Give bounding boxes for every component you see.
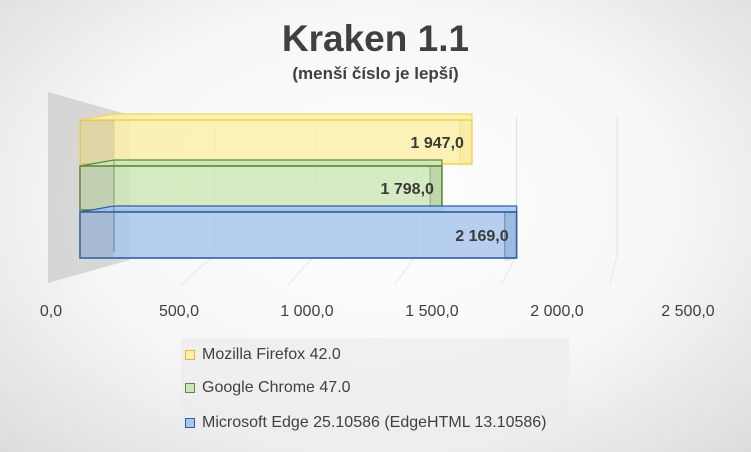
gridline-floor	[608, 254, 618, 286]
data-label-2: 2 169,0	[455, 228, 508, 245]
chart-title: Kraken 1.1	[281, 18, 470, 59]
bar-0	[79, 113, 473, 168]
data-label-0: 1 947,0	[411, 135, 464, 152]
legend-label-chrome: Google Chrome 47.0	[202, 379, 351, 396]
legend-item-edge: Microsoft Edge 25.10586 (EdgeHTML 13.105…	[185, 412, 547, 434]
gridline-floor	[500, 254, 518, 286]
tick-label: 2 000,0	[530, 303, 583, 320]
legend: Mozilla Firefox 42.0 Google Chrome 47.0 …	[181, 338, 569, 438]
legend-item-firefox: Mozilla Firefox 42.0	[185, 344, 341, 366]
tick-label: 0,0	[40, 303, 62, 320]
chart-subtitle: (menší číslo je lepší)	[292, 64, 459, 83]
tick-label: 2 500,0	[661, 303, 714, 320]
gridline-floor	[394, 254, 417, 286]
legend-label-firefox: Mozilla Firefox 42.0	[202, 346, 341, 363]
tick-label: 1 000,0	[280, 303, 333, 320]
data-label-1: 1 798,0	[381, 181, 434, 198]
bar-1	[79, 159, 443, 214]
legend-swatch-firefox	[185, 350, 195, 360]
legend-swatch-chrome	[185, 383, 195, 393]
legend-item-chrome: Google Chrome 47.0	[185, 377, 351, 399]
tick-label: 500,0	[159, 303, 199, 320]
legend-swatch-edge	[185, 418, 195, 428]
bar-2	[79, 205, 518, 262]
gridline-floor	[179, 254, 215, 286]
gridline-floor	[287, 254, 316, 286]
data-labels: 1 947,0 1 798,0 2 169,0	[381, 135, 509, 245]
tick-labels: 0,0 500,0 1 000,0 1 500,0 2 000,0 2 500,0	[40, 303, 715, 320]
bars	[79, 113, 518, 262]
legend-label-edge: Microsoft Edge 25.10586 (EdgeHTML 13.105…	[202, 414, 547, 431]
tick-label: 1 500,0	[405, 303, 458, 320]
